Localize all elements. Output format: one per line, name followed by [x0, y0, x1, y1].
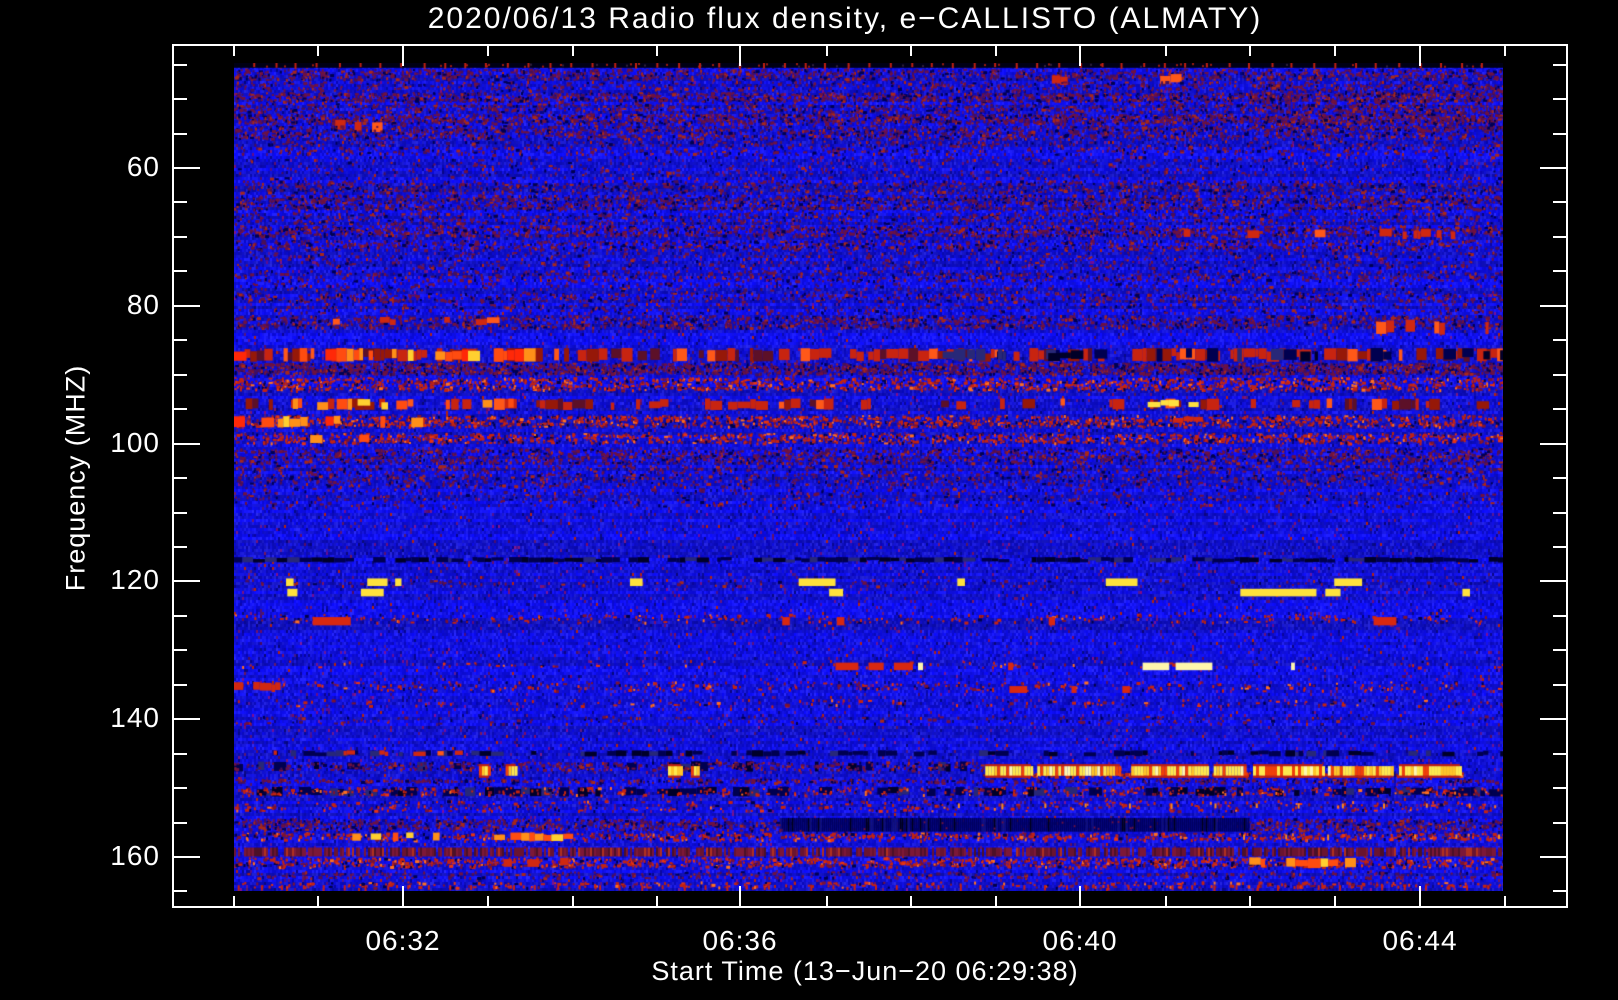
- y-major-tick: [174, 580, 200, 582]
- x-major-tick: [739, 886, 741, 906]
- y-minor-tick: [1553, 649, 1566, 651]
- spectrogram-image: [234, 63, 1503, 891]
- x-minor-tick: [995, 896, 997, 906]
- y-minor-tick: [1553, 684, 1566, 686]
- y-minor-tick: [174, 64, 187, 66]
- y-minor-tick: [1553, 890, 1566, 892]
- y-minor-tick: [1553, 546, 1566, 548]
- plot-title: 2020/06/13 Radio flux density, e−CALLIST…: [427, 2, 1263, 35]
- y-minor-tick: [174, 787, 187, 789]
- y-minor-tick: [1553, 374, 1566, 376]
- y-minor-tick: [1553, 201, 1566, 203]
- x-major-tick: [1419, 46, 1421, 66]
- y-major-tick: [174, 443, 200, 445]
- y-minor-tick: [174, 98, 187, 100]
- x-minor-tick: [826, 46, 828, 56]
- y-minor-tick: [1553, 512, 1566, 514]
- x-major-tick: [1079, 886, 1081, 906]
- x-minor-tick: [910, 896, 912, 906]
- y-minor-tick: [1553, 236, 1566, 238]
- y-major-tick: [174, 856, 200, 858]
- plot-frame: [172, 44, 1568, 908]
- x-minor-tick: [317, 46, 319, 56]
- y-minor-tick: [174, 684, 187, 686]
- y-major-tick: [1540, 856, 1566, 858]
- x-major-tick: [402, 46, 404, 66]
- y-minor-tick: [174, 512, 187, 514]
- y-tick-label: 160: [110, 840, 160, 871]
- y-major-tick: [174, 305, 200, 307]
- x-minor-tick: [317, 896, 319, 906]
- x-minor-tick: [233, 896, 235, 906]
- x-minor-tick: [1504, 896, 1506, 906]
- y-minor-tick: [174, 890, 187, 892]
- y-major-tick: [1540, 443, 1566, 445]
- x-minor-tick: [572, 896, 574, 906]
- x-minor-tick: [1165, 896, 1167, 906]
- x-minor-tick: [656, 46, 658, 56]
- x-minor-tick: [233, 46, 235, 56]
- y-minor-tick: [174, 615, 187, 617]
- y-minor-tick: [174, 408, 187, 410]
- y-minor-tick: [174, 822, 187, 824]
- y-major-tick: [174, 718, 200, 720]
- x-minor-tick: [910, 46, 912, 56]
- x-major-tick: [1419, 886, 1421, 906]
- y-axis-title: Frequency (MHZ): [60, 364, 91, 592]
- y-major-tick: [1540, 718, 1566, 720]
- x-minor-tick: [1249, 896, 1251, 906]
- y-minor-tick: [174, 201, 187, 203]
- y-minor-tick: [1553, 753, 1566, 755]
- x-minor-tick: [656, 896, 658, 906]
- y-minor-tick: [1553, 133, 1566, 135]
- x-tick-label: 06:40: [1042, 925, 1118, 956]
- x-major-tick: [739, 46, 741, 66]
- y-tick-label: 80: [126, 289, 160, 320]
- x-minor-tick: [1334, 896, 1336, 906]
- y-minor-tick: [1553, 98, 1566, 100]
- x-major-tick: [1079, 46, 1081, 66]
- y-minor-tick: [174, 236, 187, 238]
- y-tick-label: 120: [110, 564, 160, 595]
- x-tick-label: 06:44: [1382, 925, 1458, 956]
- y-tick-label: 60: [126, 151, 160, 182]
- y-tick-label: 100: [110, 427, 160, 458]
- y-minor-tick: [1553, 270, 1566, 272]
- x-minor-tick: [1334, 46, 1336, 56]
- y-minor-tick: [1553, 408, 1566, 410]
- x-minor-tick: [487, 46, 489, 56]
- x-minor-tick: [1165, 46, 1167, 56]
- y-minor-tick: [1553, 787, 1566, 789]
- y-minor-tick: [1553, 64, 1566, 66]
- y-minor-tick: [174, 546, 187, 548]
- y-major-tick: [174, 167, 200, 169]
- x-minor-tick: [487, 896, 489, 906]
- x-minor-tick: [572, 46, 574, 56]
- y-minor-tick: [174, 374, 187, 376]
- x-minor-tick: [995, 46, 997, 56]
- y-minor-tick: [1553, 477, 1566, 479]
- x-tick-label: 06:36: [702, 925, 778, 956]
- y-minor-tick: [1553, 822, 1566, 824]
- y-major-tick: [1540, 580, 1566, 582]
- y-minor-tick: [174, 753, 187, 755]
- y-minor-tick: [174, 649, 187, 651]
- y-minor-tick: [174, 339, 187, 341]
- x-minor-tick: [1249, 46, 1251, 56]
- y-minor-tick: [174, 477, 187, 479]
- y-tick-label: 140: [110, 702, 160, 733]
- x-major-tick: [402, 886, 404, 906]
- x-minor-tick: [1504, 46, 1506, 56]
- y-minor-tick: [1553, 615, 1566, 617]
- y-minor-tick: [1553, 339, 1566, 341]
- x-minor-tick: [826, 896, 828, 906]
- x-axis-title: Start Time (13−Jun−20 06:29:38): [651, 956, 1079, 986]
- y-major-tick: [1540, 305, 1566, 307]
- y-minor-tick: [174, 133, 187, 135]
- x-tick-label: 06:32: [365, 925, 441, 956]
- y-major-tick: [1540, 167, 1566, 169]
- y-minor-tick: [174, 270, 187, 272]
